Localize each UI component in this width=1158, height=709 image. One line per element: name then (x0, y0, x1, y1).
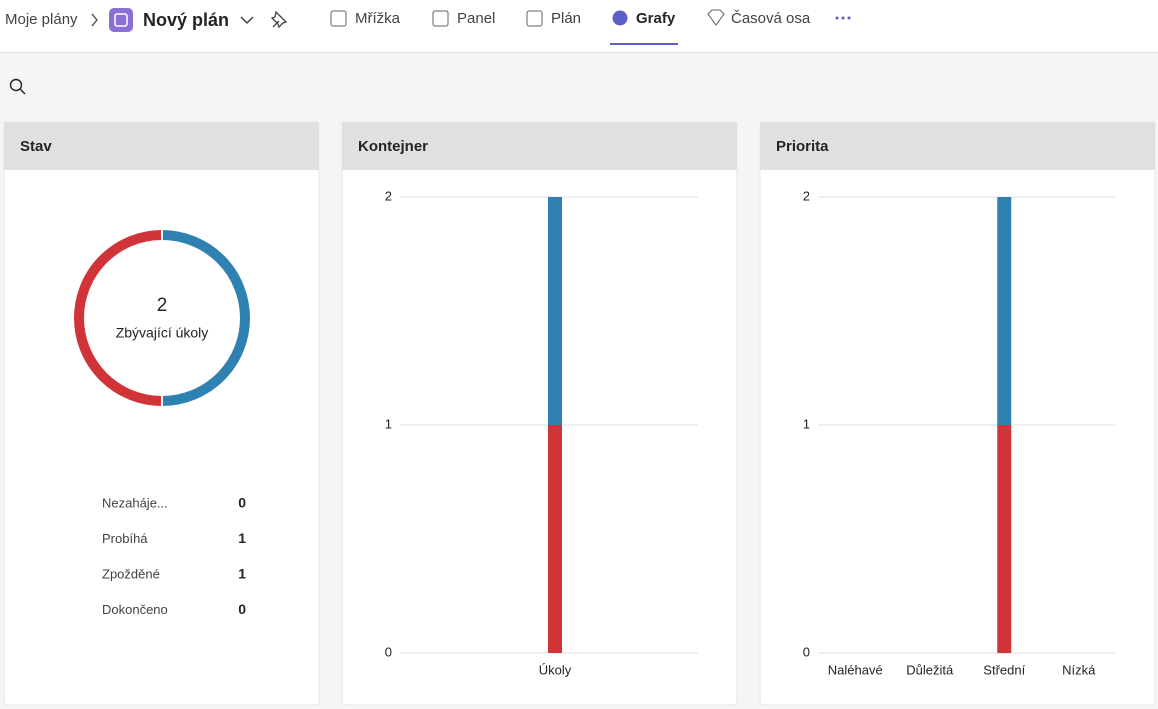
legend-value: 0 (238, 601, 246, 617)
y-tick-label: 2 (385, 188, 392, 203)
tab-active[interactable]: Grafy (636, 10, 676, 27)
legend-label: Nezaháje... (102, 495, 168, 510)
plan-name[interactable]: Nový plán (143, 10, 229, 30)
top-bar (0, 0, 1158, 52)
card-title: Priorita (776, 138, 829, 155)
timeline-icon (707, 9, 725, 26)
tab[interactable]: Mřížka (355, 10, 401, 27)
x-tick-label: Důležitá (906, 662, 954, 677)
bar-segment (997, 197, 1012, 425)
card-header (342, 122, 737, 170)
chevron (91, 13, 98, 27)
dropdown[interactable] (240, 16, 254, 25)
center-value: 2 (157, 295, 168, 316)
card (3, 121, 320, 706)
tab[interactable]: Plán (551, 10, 581, 27)
tab[interactable]: Panel (457, 10, 495, 27)
card-header (4, 122, 319, 170)
charts-icon (612, 10, 628, 26)
x-tick-label: Úkoly (539, 662, 572, 677)
pin-icon[interactable] (270, 10, 288, 29)
legend-value: 1 (238, 566, 246, 582)
donut-segment (74, 230, 162, 406)
card-title: Stav (20, 138, 52, 155)
legend-value: 1 (238, 530, 246, 546)
search-icon[interactable] (9, 78, 23, 92)
plan-icon (109, 8, 133, 32)
plan-tab-icon (526, 10, 543, 27)
card-header (760, 122, 1155, 170)
center-label: Zbývající úkoly (116, 325, 209, 341)
y-tick-label: 0 (803, 644, 810, 659)
x-tick-label: Střední (983, 662, 1025, 677)
search-icon-handle (19, 88, 26, 95)
y-tick-label: 2 (803, 188, 810, 203)
legend-label: Dokončeno (102, 602, 168, 617)
legend-label: Probíhá (102, 531, 148, 546)
bar-segment (548, 425, 562, 653)
card (759, 121, 1156, 706)
plan-icon-glyph (114, 13, 128, 27)
tab-underline (610, 43, 678, 45)
bar-segment (548, 197, 562, 425)
x-tick-label: Naléhavé (828, 662, 883, 677)
donut-segment (162, 230, 250, 406)
legend-label: Zpožděné (102, 566, 160, 581)
more[interactable] (835, 16, 851, 20)
panel-icon (432, 10, 449, 27)
tabs: Mřížka Panel Plán Grafy Časová osa (330, 9, 851, 45)
card (341, 121, 738, 706)
card-title: Kontejner (358, 138, 428, 155)
grid-icon (330, 10, 347, 27)
bar-segment (997, 425, 1012, 653)
breadcrumb[interactable]: Moje plány (5, 11, 78, 28)
y-tick-label: 1 (803, 416, 810, 431)
y-tick-label: 1 (385, 416, 392, 431)
y-tick-label: 0 (385, 644, 392, 659)
tab[interactable]: Časová osa (731, 10, 811, 27)
legend-value: 0 (238, 495, 246, 511)
x-tick-label: Nízká (1062, 662, 1096, 677)
